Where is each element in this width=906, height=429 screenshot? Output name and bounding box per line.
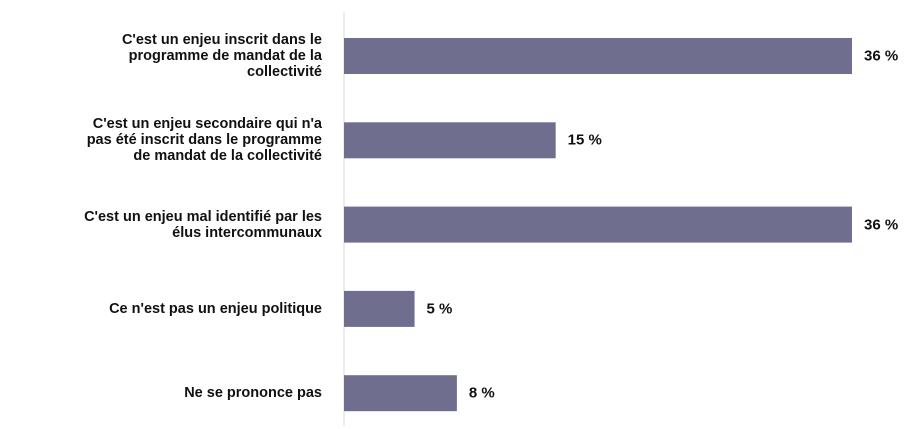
category-label: C'est un enjeu secondaire qui n'a pas ét…	[86, 116, 322, 165]
value-label: 36 %	[864, 47, 899, 65]
value-label: 5 %	[426, 300, 453, 318]
category-label: Ce n'est pas un enjeu politique	[109, 300, 322, 317]
bar	[344, 375, 457, 412]
value-label: 36 %	[864, 216, 899, 234]
bar	[344, 38, 852, 74]
bar	[344, 290, 415, 327]
bar	[344, 206, 852, 243]
category-label: Ne se prononce pas	[184, 385, 322, 402]
value-label: 8 %	[468, 384, 495, 402]
bar	[344, 122, 556, 159]
value-label: 15 %	[567, 131, 602, 149]
category-label: C'est un enjeu mal identifié par les élu…	[84, 208, 322, 241]
category-label: C'est un enjeu inscrit dans le programme…	[121, 32, 322, 80]
